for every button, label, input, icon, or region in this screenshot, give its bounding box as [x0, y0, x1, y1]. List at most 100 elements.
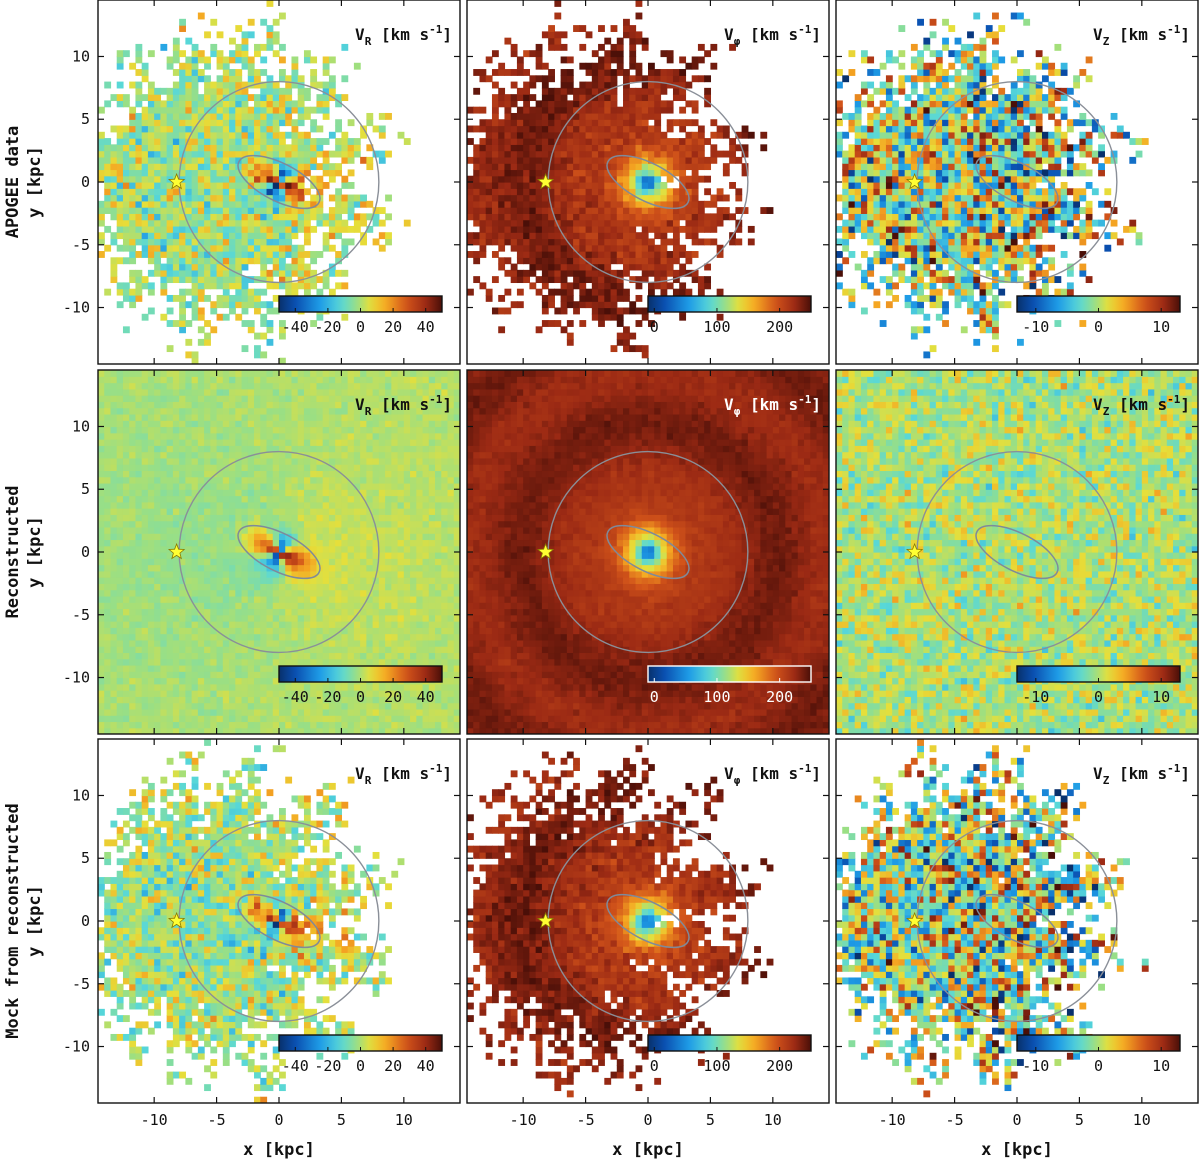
heatmap-cell: [104, 476, 112, 484]
heatmap-cell: [122, 232, 130, 240]
heatmap-cell: [604, 37, 612, 45]
heatmap-cell: [641, 81, 649, 89]
heatmap-cell: [210, 94, 218, 102]
heatmap-cell: [660, 163, 668, 171]
heatmap-cell: [948, 182, 956, 189]
heatmap-cell: [473, 257, 481, 265]
heatmap-cell: [129, 138, 137, 145]
heatmap-cell: [566, 288, 574, 296]
heatmap-cell: [641, 182, 649, 189]
heatmap-cell: [335, 200, 343, 208]
heatmap-cell: [985, 207, 993, 214]
heatmap-cell: [1035, 106, 1043, 114]
heatmap-cell: [372, 125, 380, 133]
heatmap-cell: [372, 238, 380, 246]
heatmap-cell: [328, 87, 336, 95]
heatmap-cell: [498, 238, 506, 246]
heatmap-cell: [1048, 112, 1056, 120]
heatmap-cell: [110, 683, 118, 691]
heatmap-cell: [322, 219, 330, 227]
heatmap-cell: [635, 188, 643, 196]
heatmap-cell: [104, 702, 112, 710]
heatmap-cell: [967, 119, 974, 127]
heatmap-cell: [204, 144, 211, 152]
heatmap-cell: [1041, 188, 1049, 196]
heatmap-cell: [322, 56, 330, 64]
heatmap-cell: [141, 539, 149, 547]
heatmap-cell: [604, 251, 612, 258]
heatmap-cell: [229, 112, 236, 120]
heatmap-cell: [1054, 156, 1062, 164]
heatmap-cell: [560, 307, 568, 315]
heatmap-cell: [629, 244, 637, 252]
heatmap-cell: [141, 589, 149, 597]
heatmap-cell: [560, 156, 568, 164]
heatmap-cell: [191, 150, 199, 158]
heatmap-cell: [648, 106, 655, 114]
heatmap-cell: [854, 112, 862, 120]
heatmap-cell: [541, 244, 549, 252]
heatmap-cell: [122, 514, 130, 522]
heatmap-cell: [535, 62, 543, 70]
heatmap-cell: [1004, 106, 1012, 114]
heatmap-cell: [498, 294, 506, 302]
heatmap-cell: [291, 257, 299, 265]
heatmap-cell: [967, 106, 974, 114]
heatmap-cell: [535, 119, 543, 127]
heatmap-cell: [566, 163, 574, 171]
heatmap-cell: [854, 182, 862, 189]
heatmap-cell: [235, 207, 243, 214]
heatmap-cell: [954, 50, 962, 58]
heatmap-cell: [166, 87, 174, 95]
heatmap-cell: [616, 307, 624, 315]
heatmap-cell: [860, 125, 868, 133]
heatmap-cell: [610, 150, 618, 158]
heatmap-cell: [1041, 169, 1049, 177]
heatmap-cell: [948, 225, 956, 233]
heatmap-cell: [623, 232, 630, 240]
heatmap-cell: [591, 219, 599, 227]
heatmap-cell: [666, 194, 674, 202]
heatmap-cell: [623, 332, 630, 340]
heatmap-cell: [685, 138, 693, 145]
heatmap-cell: [623, 150, 630, 158]
heatmap-cell: [967, 50, 974, 58]
heatmap-cell: [210, 238, 218, 246]
heatmap-cell: [235, 156, 243, 164]
heatmap-cell: [222, 188, 230, 196]
heatmap-cell: [110, 652, 118, 660]
heatmap-cell: [141, 232, 149, 240]
heatmap-cell: [510, 94, 518, 102]
heatmap-cell: [285, 269, 293, 277]
heatmap-cell: [147, 439, 155, 446]
heatmap-cell: [616, 251, 624, 258]
heatmap-cell: [172, 294, 180, 302]
heatmap-cell: [929, 213, 937, 221]
heatmap-cell: [197, 175, 205, 183]
heatmap-cell: [660, 69, 668, 76]
heatmap-cell: [328, 207, 336, 214]
heatmap-cell: [1023, 69, 1031, 76]
heatmap-cell: [229, 269, 236, 277]
heatmap-cell: [266, 138, 274, 145]
heatmap-cell: [998, 251, 1006, 258]
heatmap-cell: [635, 62, 643, 70]
heatmap-cell: [860, 182, 868, 189]
heatmap-cell: [154, 583, 162, 591]
heatmap-cell: [973, 200, 981, 208]
heatmap-cell: [604, 313, 612, 321]
heatmap-cell: [141, 708, 149, 716]
heatmap-cell: [998, 131, 1006, 139]
heatmap-cell: [666, 200, 674, 208]
heatmap-cell: [385, 213, 392, 221]
heatmap-cell: [166, 489, 174, 497]
heatmap-cell: [973, 12, 981, 20]
heatmap-cell: [322, 156, 330, 164]
heatmap-cell: [579, 43, 587, 51]
heatmap-cell: [1017, 144, 1024, 152]
heatmap-cell: [104, 182, 112, 189]
heatmap-cell: [116, 401, 124, 409]
heatmap-cell: [573, 156, 580, 164]
heatmap-cell: [836, 225, 843, 233]
heatmap-cell: [179, 263, 186, 271]
